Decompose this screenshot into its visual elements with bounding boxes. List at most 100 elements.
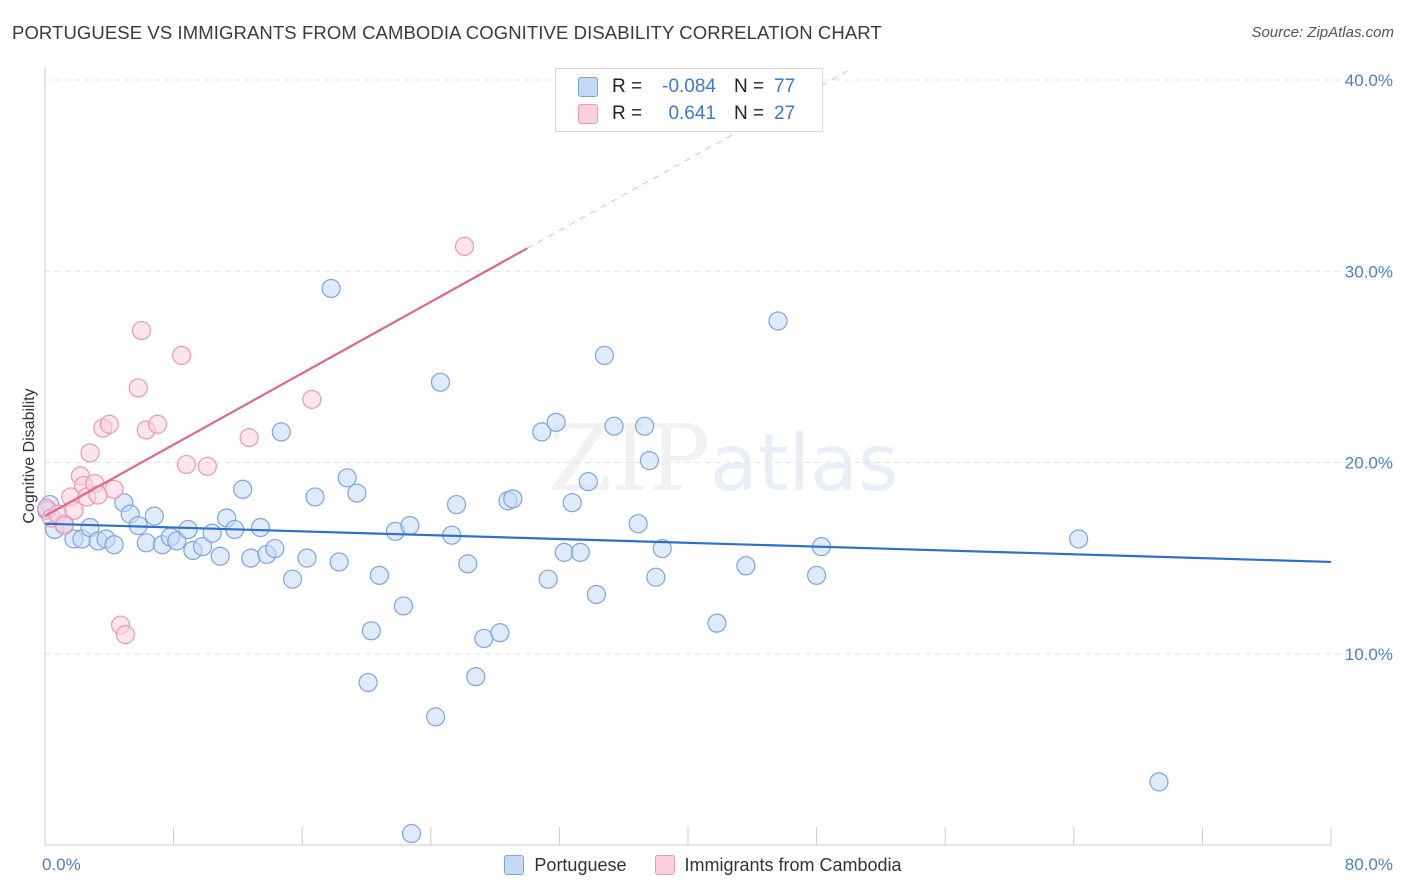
- portuguese-point: [241, 548, 261, 568]
- portuguese-point: [634, 416, 655, 436]
- portuguese-point: [321, 278, 341, 299]
- portuguese-point: [578, 472, 598, 492]
- y-axis-label: Cognitive Disability: [21, 388, 38, 523]
- portuguese-point: [358, 672, 378, 693]
- portuguese-point: [347, 483, 367, 503]
- portuguese-point: [250, 517, 271, 538]
- x-tick-label: 0.0%: [42, 855, 81, 874]
- cambodia-point: [172, 345, 192, 365]
- portuguese-point: [458, 554, 478, 574]
- portuguese-point: [768, 311, 788, 331]
- portuguese-point: [562, 493, 582, 513]
- portuguese-point: [178, 519, 198, 540]
- portuguese-point: [628, 514, 648, 534]
- cambodia-point: [147, 414, 168, 434]
- legend-row-cambodia: R = 0.641 N = 27: [578, 102, 795, 126]
- n-label: N =: [734, 103, 765, 124]
- portuguese-point: [192, 537, 213, 557]
- portuguese-point: [736, 556, 756, 576]
- portuguese-point: [136, 533, 156, 553]
- r-label: R =: [612, 76, 643, 97]
- portuguese-point: [210, 546, 230, 566]
- cambodia-point: [115, 625, 135, 645]
- y-tick-label: 30.0%: [1345, 262, 1393, 281]
- portuguese-point: [369, 565, 389, 585]
- cambodia-point: [64, 500, 84, 520]
- portuguese-swatch: [578, 77, 598, 97]
- portuguese-point: [604, 416, 624, 436]
- n-value: 27: [774, 103, 796, 124]
- portuguese-point: [393, 596, 414, 616]
- portuguese-point: [546, 412, 566, 432]
- portuguese-point: [282, 569, 303, 589]
- portuguese-swatch: [504, 855, 525, 875]
- y-tick-label: 40.0%: [1345, 71, 1393, 90]
- cambodia-point: [239, 428, 259, 448]
- legend-row-portuguese: R = -0.084 N = 77: [578, 75, 795, 99]
- portuguese-point: [426, 707, 446, 727]
- portuguese-point: [337, 468, 357, 488]
- portuguese-point: [329, 552, 349, 572]
- cambodia-trend-line: [44, 247, 528, 518]
- y-tick-label: 20.0%: [1345, 454, 1393, 473]
- portuguese-point: [466, 667, 486, 687]
- portuguese-point: [806, 565, 827, 585]
- cambodia-point: [80, 443, 100, 463]
- cambodia-point: [176, 454, 197, 475]
- cambodia-trend-extension: [527, 69, 849, 249]
- portuguese-point: [532, 422, 552, 442]
- portuguese-trend-line: [44, 522, 1332, 564]
- cambodia-point: [99, 414, 119, 434]
- cambodia-swatch: [654, 855, 675, 875]
- portuguese-point: [1069, 529, 1089, 549]
- portuguese-point: [586, 584, 606, 605]
- r-value: 0.641: [668, 103, 716, 124]
- correlation-legend: R = -0.084 N = 77 R = 0.641 N = 27: [555, 68, 823, 132]
- portuguese-point: [639, 450, 660, 471]
- legend-item-cambodia[interactable]: Immigrants from Cambodia: [654, 854, 902, 876]
- r-label: R =: [612, 103, 643, 124]
- portuguese-point: [1149, 772, 1169, 792]
- n-value: 77: [774, 76, 796, 97]
- cambodia-point: [131, 320, 152, 341]
- cambodia-point: [302, 389, 322, 409]
- n-label: N =: [734, 76, 765, 97]
- portuguese-point: [446, 494, 467, 515]
- portuguese-point: [361, 621, 381, 641]
- r-value: -0.084: [662, 76, 716, 97]
- chart-title: PORTUGUESE VS IMMIGRANTS FROM CAMBODIA C…: [12, 22, 882, 43]
- series-legend: Portuguese Immigrants from Cambodia: [0, 851, 1406, 879]
- cambodia-points: [37, 236, 475, 645]
- x-tick-label: 80.0%: [1345, 855, 1393, 874]
- portuguese-point: [503, 489, 523, 509]
- portuguese-point: [707, 613, 727, 633]
- cambodia-point: [88, 485, 108, 505]
- portuguese-point: [538, 569, 558, 589]
- portuguese-point: [400, 516, 420, 536]
- portuguese-point: [271, 422, 291, 442]
- portuguese-point: [474, 628, 494, 649]
- portuguese-point: [490, 623, 510, 643]
- cambodia-point: [128, 378, 148, 398]
- portuguese-point: [305, 487, 325, 507]
- portuguese-point: [401, 823, 422, 844]
- legend-item-portuguese[interactable]: Portuguese: [504, 855, 627, 876]
- portuguese-point: [202, 523, 222, 543]
- gridlines: [45, 79, 1392, 655]
- portuguese-point: [594, 345, 615, 365]
- axes: [44, 68, 1332, 846]
- portuguese-point: [646, 567, 666, 587]
- portuguese-point: [233, 479, 253, 499]
- legend-label: Immigrants from Cambodia: [684, 854, 902, 875]
- portuguese-point: [652, 538, 672, 559]
- cambodia-point: [104, 479, 124, 499]
- watermark-atlas: atlas: [710, 419, 899, 509]
- cambodia-point: [54, 516, 74, 536]
- cambodia-point: [454, 236, 475, 256]
- portuguese-point: [167, 531, 187, 551]
- portuguese-point: [430, 372, 451, 392]
- portuguese-point: [570, 542, 590, 562]
- portuguese-points: [37, 278, 1169, 844]
- source-credit: Source: ZipAtlas.com: [1251, 24, 1394, 41]
